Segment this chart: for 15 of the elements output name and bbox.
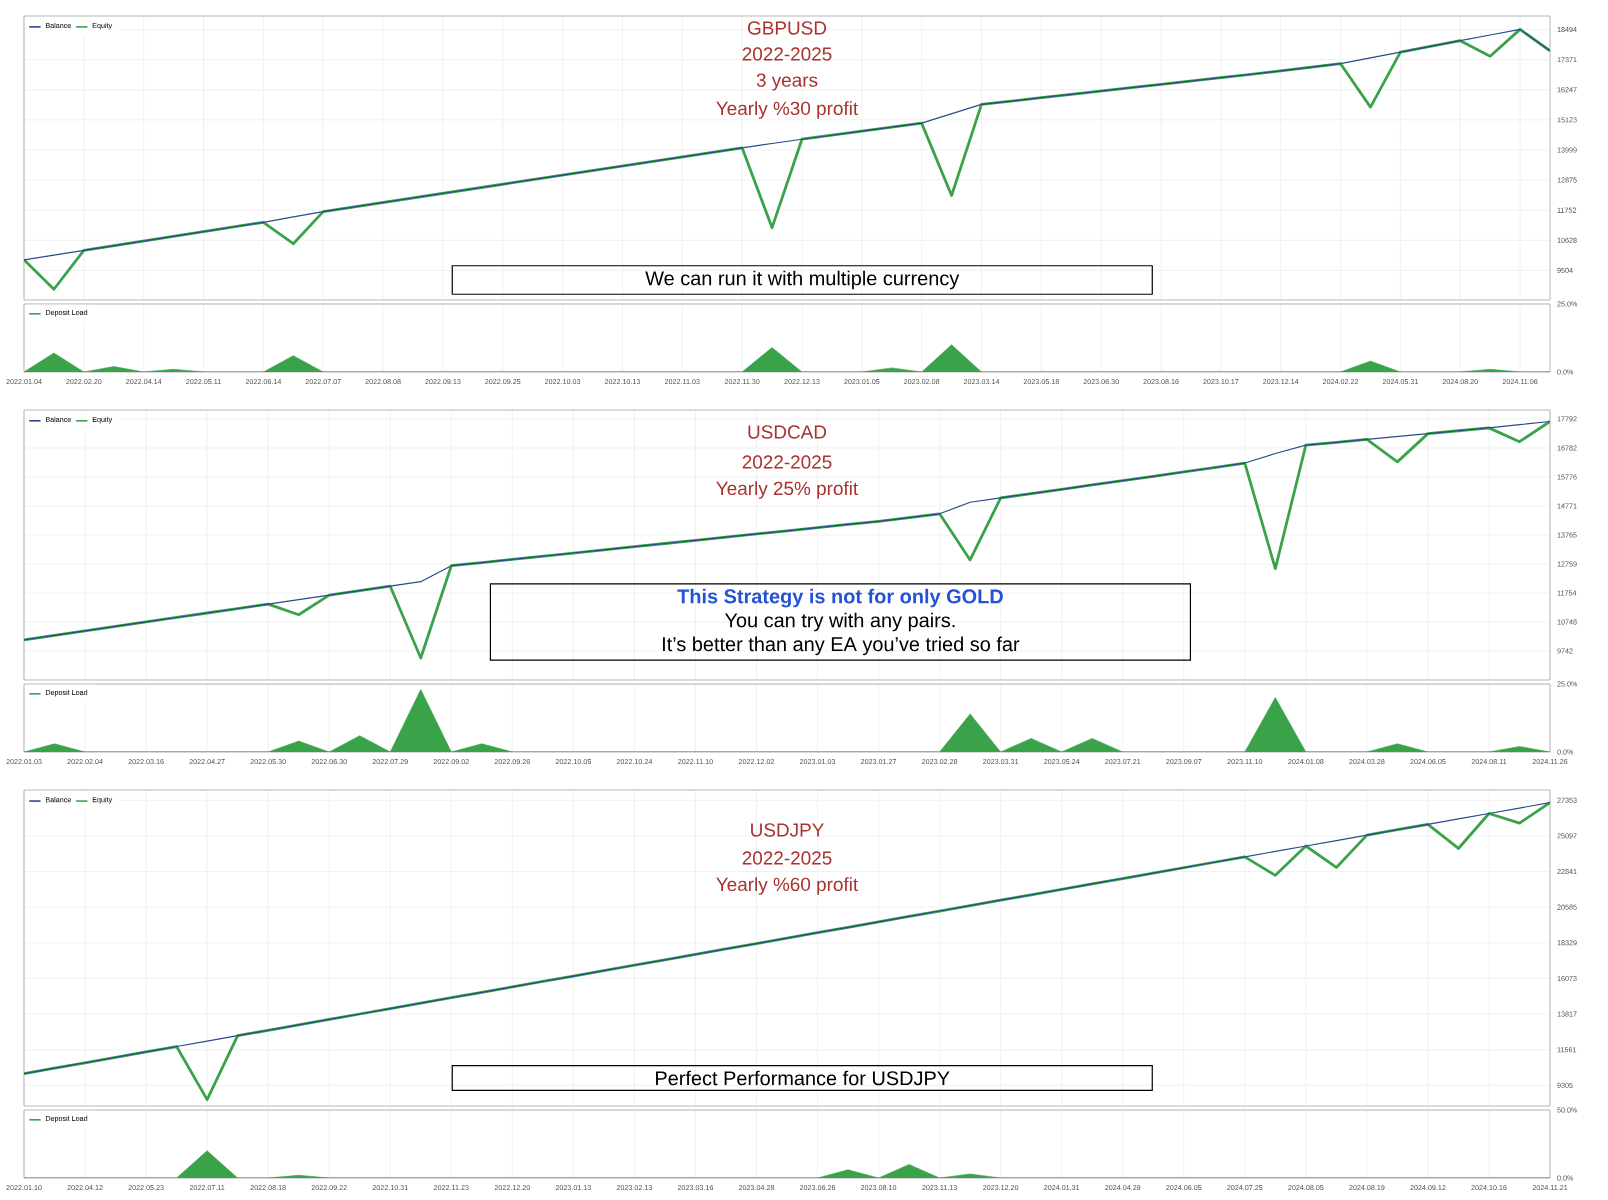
annotation: You can try with any pairs.: [724, 612, 955, 632]
text: 2022-2025: [742, 47, 832, 61]
annotation: This Strategy is not for only GOLD: [677, 588, 1003, 608]
annotation: Yearly 25% profit: [716, 481, 859, 499]
annotation: Yearly %30 profit: [716, 101, 859, 119]
text: USDCAD: [748, 425, 827, 439]
chart-title: GBPUSD: [747, 21, 827, 35]
text: 2022-2025: [742, 851, 832, 865]
annotation: 3 years: [756, 73, 818, 91]
text: USDJPY: [751, 823, 824, 837]
annotation: Yearly %60 profit: [716, 877, 859, 895]
annotation: We can run it with multiple currency: [645, 270, 960, 290]
annotation: It’s better than any EA you’ve tried so far: [663, 636, 1020, 656]
annotation: Perfect Performance for USDJPY: [656, 1070, 950, 1086]
text: 2022-2025: [742, 455, 832, 469]
